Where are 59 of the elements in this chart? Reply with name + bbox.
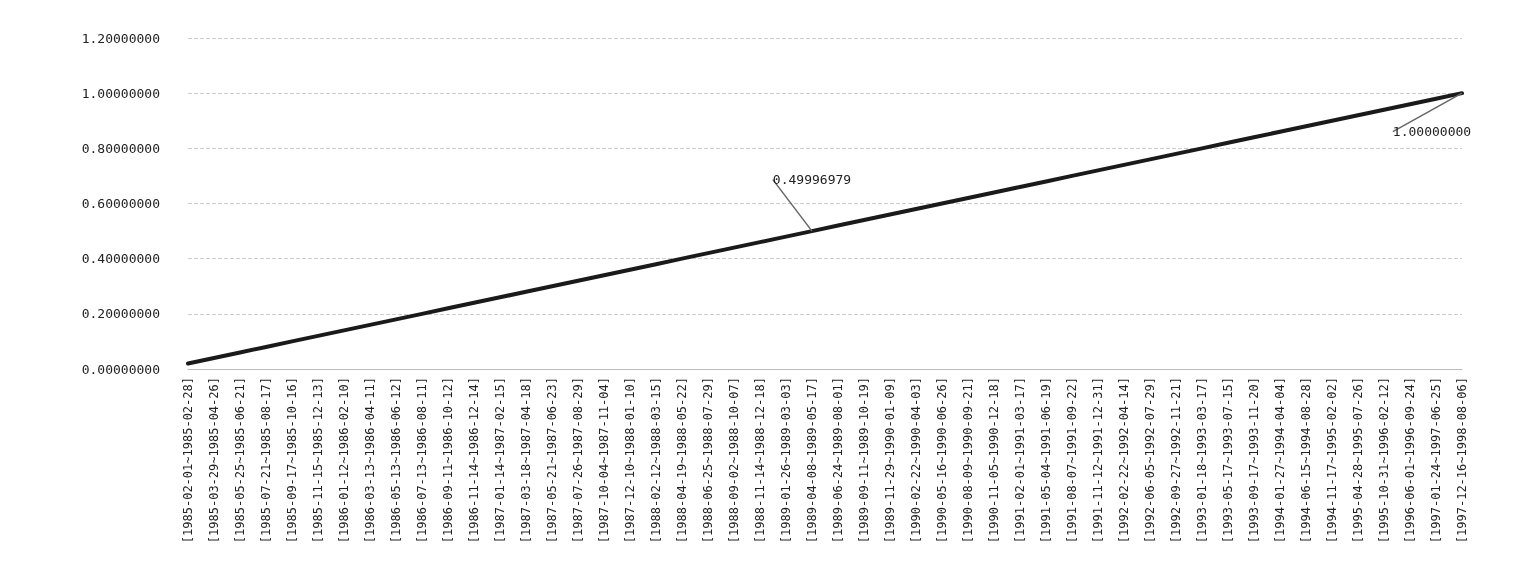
x-tick-label: [1997-12-16~1998-08-06] <box>1455 377 1469 544</box>
y-tick-label: 1.00000000 <box>81 85 160 101</box>
x-tick-label: [1990-05-16~1990-06-26] <box>935 377 949 544</box>
x-tick-label: [1989-04-08~1989-05-17] <box>805 377 819 544</box>
x-tick-label: [1986-05-13~1986-06-12] <box>389 377 403 544</box>
x-tick-label: [1985-02-01~1985-02-28] <box>181 377 195 544</box>
x-tick-label: [1990-02-22~1990-04-03] <box>909 377 923 544</box>
x-tick-label: [1995-04-28~1995-07-26] <box>1351 377 1365 544</box>
x-tick-label: [1991-05-04~1991-06-19] <box>1039 377 1053 544</box>
x-tick-label: [1986-09-11~1986-10-12] <box>441 377 455 544</box>
x-tick-label: [1989-06-24~1989-08-01] <box>831 377 845 544</box>
x-tick-label: [1987-01-14~1987-02-15] <box>493 377 507 544</box>
x-tick-label: [1985-11-15~1985-12-13] <box>311 377 325 544</box>
y-tick-label: 0.60000000 <box>81 196 160 211</box>
x-tick-label: [1986-03-13~1986-04-11] <box>363 377 377 544</box>
x-tick-label: [1991-02-01~1991-03-17] <box>1013 377 1027 544</box>
x-tick-label: [1987-12-10~1988-01-10] <box>623 377 637 544</box>
x-tick-label: [1995-10-31~1996-02-12] <box>1377 377 1391 544</box>
x-tick-label: [1986-07-13~1986-08-11] <box>415 377 429 544</box>
x-tick-label: [1988-09-02~1988-10-07] <box>727 377 741 544</box>
x-tick-label: [1987-07-26~1987-08-29] <box>571 377 585 544</box>
x-tick-label: [1987-05-21~1987-06-23] <box>545 377 559 544</box>
x-tick-label: [1993-05-17~1993-07-15] <box>1221 377 1235 544</box>
y-tick-label: 0.20000000 <box>81 306 160 322</box>
y-tick-label: 1.20000000 <box>81 30 160 46</box>
x-tick-label: [1992-02-22~1992-04-14] <box>1117 377 1131 544</box>
x-tick-label: [1994-06-15~1994-08-28] <box>1299 377 1313 544</box>
y-tick-label: 0.00000000 <box>81 361 160 377</box>
data-label: 0.49996979 <box>772 172 852 188</box>
x-tick-label: [1993-09-17~1993-11-20] <box>1247 377 1261 544</box>
data-label: 1.00000000 <box>1392 124 1472 140</box>
x-tick-label: [1990-08-09~1990-09-21] <box>961 377 975 544</box>
x-tick-label: [1996-06-01~1996-09-24] <box>1403 377 1417 544</box>
x-tick-label: [1989-09-11~1989-10-19] <box>857 377 871 544</box>
x-tick-label: [1989-11-29~1990-01-09] <box>883 377 897 544</box>
x-tick-label: [1992-06-05~1992-07-29] <box>1143 377 1157 544</box>
x-tick-label: [1985-03-29~1985-04-26] <box>207 377 221 544</box>
y-tick-label: 0.80000000 <box>81 140 160 156</box>
x-tick-label: [1991-11-12~1991-12-31] <box>1091 377 1105 544</box>
x-tick-label: [1987-10-04~1987-11-04] <box>597 377 611 544</box>
x-tick-label: [1990-11-05~1990-12-18] <box>987 377 1001 544</box>
x-tick-label: [1988-04-19~1988-05-22] <box>675 377 689 544</box>
x-tick-label: [1985-09-17~1985-10-16] <box>285 377 299 544</box>
x-tick-label: [1997-01-24~1997-06-25] <box>1429 377 1443 544</box>
x-tick-label: [1992-09-27~1992-11-21] <box>1169 377 1183 544</box>
x-tick-label: [1994-01-27~1994-04-04] <box>1273 377 1287 544</box>
x-tick-label: [1989-01-26~1989-03-03] <box>779 377 793 544</box>
x-tick-label: [1985-05-25~1985-06-21] <box>233 377 247 544</box>
x-tick-label: [1985-07-21~1985-08-17] <box>259 377 273 544</box>
x-tick-label: [1991-08-07~1991-09-22] <box>1065 377 1079 544</box>
x-tick-label: [1988-11-14~1988-12-18] <box>753 377 767 544</box>
x-tick-label: [1994-11-17~1995-02-02] <box>1325 377 1339 544</box>
x-tick-label: [1986-11-14~1986-12-14] <box>467 377 481 544</box>
x-tick-label: [1988-02-12~1988-03-15] <box>649 377 663 544</box>
y-tick-label: 0.40000000 <box>81 251 160 267</box>
x-tick-label: [1986-01-12~1986-02-10] <box>337 377 351 544</box>
x-tick-label: [1988-06-25~1988-07-29] <box>701 377 715 544</box>
x-tick-label: [1993-01-18~1993-03-17] <box>1195 377 1209 544</box>
x-tick-label: [1987-03-18~1987-04-18] <box>519 377 533 544</box>
